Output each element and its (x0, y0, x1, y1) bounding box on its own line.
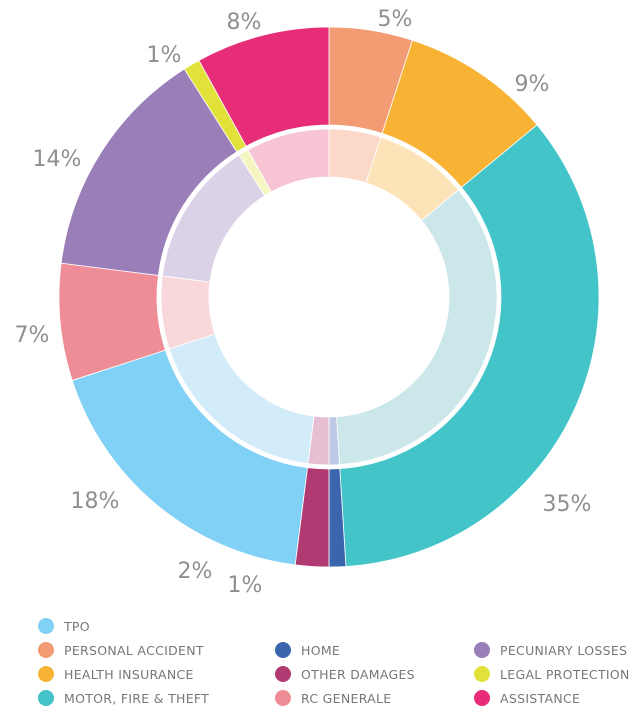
legend-label: LEGAL PROTECTION (500, 666, 630, 682)
pct-label-other-damages: 2% (178, 559, 213, 584)
pct-label-assistance: 8% (227, 10, 262, 35)
slice-assistance (198, 26, 330, 147)
legend-swatch (38, 618, 54, 634)
legend-item-rc-generale: RC GENERALE (275, 689, 392, 707)
legend-item-personal-accident: PERSONAL ACCIDENT (38, 641, 204, 659)
legend-label: HEALTH INSURANCE (64, 666, 194, 682)
outer-ring (58, 26, 600, 568)
pct-label-motor-fire-theft: 35% (543, 492, 592, 517)
pct-label-rc-generale: 7% (15, 323, 50, 348)
legend-swatch (38, 642, 54, 658)
legend-swatch (474, 690, 490, 706)
legend-item-home: HOME (275, 641, 340, 659)
legend-item-legal-protection: LEGAL PROTECTION (474, 665, 630, 683)
legend-swatch (275, 690, 291, 706)
inner-slice-motor-fire-theft (336, 189, 498, 466)
inner-slice-assistance (247, 128, 330, 193)
legend-item-assistance: ASSISTANCE (474, 689, 580, 707)
legend-item-health-insurance: HEALTH INSURANCE (38, 665, 194, 683)
slice-tpo (71, 349, 308, 566)
legend-swatch (275, 642, 291, 658)
legend-label: PERSONAL ACCIDENT (64, 642, 204, 658)
legend-label: OTHER DAMAGES (301, 666, 415, 682)
legend-swatch (275, 666, 291, 682)
legend-swatch (474, 642, 490, 658)
pct-label-health-insurance: 9% (515, 72, 550, 97)
legend-swatch (474, 666, 490, 682)
legend-item-other-damages: OTHER DAMAGES (275, 665, 415, 683)
legend-label: PECUNIARY LOSSES (500, 642, 628, 658)
legend-label: MOTOR, FIRE & THEFT (64, 690, 210, 706)
pct-label-pecuniary-losses: 14% (33, 147, 82, 172)
pct-label-tpo: 18% (71, 489, 120, 514)
legend-label: RC GENERALE (301, 690, 392, 706)
percentage-labels: 5% 9% 35% 2% 18% 7% 14% 1% 8% 1% (15, 7, 592, 598)
pct-label-legal-protection: 1% (147, 43, 182, 68)
inner-ring (160, 128, 498, 466)
legend: TPO PERSONAL ACCIDENT HEALTH INSURANCE M… (0, 610, 639, 708)
legend-label: ASSISTANCE (500, 690, 581, 706)
legend-item-pecuniary-losses: PECUNIARY LOSSES (474, 641, 627, 659)
pct-label-extra: 1% (228, 573, 263, 598)
legend-item-tpo: TPO (38, 617, 90, 635)
legend-label: HOME (301, 642, 341, 658)
legend-item-motor-fire-theft: MOTOR, FIRE & THEFT (38, 689, 209, 707)
slice-motor-fire-theft (339, 124, 600, 567)
legend-label: TPO (64, 618, 90, 634)
pct-label-personal-accident: 5% (378, 7, 413, 32)
legend-swatch (38, 690, 54, 706)
legend-swatch (38, 666, 54, 682)
donut-chart: 5% 9% 35% 2% 18% 7% 14% 1% 8% 1% (15, 7, 600, 598)
